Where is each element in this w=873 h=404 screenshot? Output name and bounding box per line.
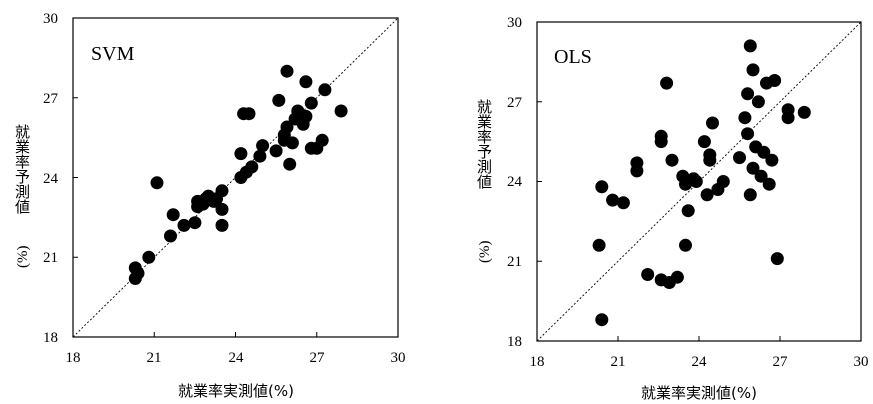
data-point <box>754 169 768 183</box>
x-axis-label: 就業率実測値(%) <box>178 382 294 400</box>
data-point <box>142 250 156 264</box>
data-point <box>765 153 779 167</box>
y-tick-label: 30 <box>43 11 58 27</box>
data-point <box>689 175 703 188</box>
data-points <box>128 64 348 285</box>
data-point <box>738 111 752 125</box>
chart-title: SVM <box>91 43 135 65</box>
data-point <box>770 252 784 266</box>
y-tick-label: 30 <box>507 15 522 31</box>
data-point <box>654 135 668 149</box>
data-point <box>630 164 644 178</box>
data-point <box>177 218 191 232</box>
data-point <box>768 74 782 87</box>
x-tick-label: 27 <box>773 354 789 370</box>
x-tick-label: 30 <box>391 350 406 366</box>
data-point <box>285 136 299 150</box>
axis-ticks <box>72 17 399 338</box>
data-point <box>733 151 746 165</box>
data-point <box>592 238 606 252</box>
y-tick-label: 21 <box>507 254 522 270</box>
ols-scatter-panel: OLS 18 21 24 27 30 18 21 24 27 30 就業率実測値… <box>475 15 869 402</box>
data-points <box>592 39 811 327</box>
data-point <box>304 96 318 110</box>
data-point <box>253 149 267 163</box>
x-tick-label: 24 <box>229 350 245 366</box>
y-axis-label: 就業率予測値 <box>13 124 31 214</box>
data-point <box>215 202 229 216</box>
y-tick-label: 27 <box>43 91 59 107</box>
data-point <box>299 75 313 89</box>
x-tick-label: 21 <box>147 350 162 366</box>
data-point <box>757 145 771 159</box>
data-point <box>746 161 760 175</box>
y-tick-label: 18 <box>43 330 58 346</box>
x-tick-label: 30 <box>854 354 869 370</box>
data-point <box>595 313 609 327</box>
svm-scatter-panel: SVM 18 21 24 27 30 18 21 24 27 30 就業率実測値… <box>13 11 406 400</box>
data-point <box>242 107 256 121</box>
data-point <box>681 204 695 218</box>
y-axis-label: 就業率予測値 <box>475 99 493 189</box>
data-point <box>164 229 177 243</box>
data-point <box>660 76 674 90</box>
data-point <box>741 87 755 101</box>
data-point <box>299 109 313 123</box>
data-point <box>269 144 283 158</box>
data-point <box>188 216 202 230</box>
data-point <box>595 180 609 194</box>
y-axis-unit: (%) <box>15 246 31 269</box>
data-point <box>280 64 294 78</box>
data-point <box>700 188 714 202</box>
x-tick-label: 18 <box>530 354 545 370</box>
y-tick-label: 18 <box>507 334 522 350</box>
data-point <box>743 188 757 202</box>
chart-title: OLS <box>554 46 592 68</box>
data-point <box>751 95 765 109</box>
data-point <box>741 127 755 141</box>
y-tick-label: 24 <box>507 174 523 190</box>
axis-ticks <box>536 21 862 342</box>
data-point <box>665 153 679 167</box>
data-point <box>283 157 297 171</box>
data-point <box>280 120 294 134</box>
data-point <box>679 238 692 252</box>
data-point <box>716 175 730 188</box>
x-tick-label: 24 <box>692 354 708 370</box>
data-point <box>166 208 180 222</box>
data-point <box>781 111 795 125</box>
y-tick-label: 21 <box>43 250 58 266</box>
data-point <box>670 270 684 284</box>
data-point <box>762 177 776 191</box>
data-point <box>334 104 348 118</box>
data-point <box>616 196 630 210</box>
data-point <box>128 261 142 275</box>
data-point <box>743 39 757 53</box>
y-tick-label: 27 <box>507 95 523 111</box>
data-point <box>256 139 270 153</box>
data-point <box>706 116 719 130</box>
x-tick-label: 27 <box>310 350 326 366</box>
data-point <box>797 105 811 119</box>
x-tick-label: 21 <box>611 354 626 370</box>
x-tick-label: 18 <box>66 350 81 366</box>
data-point <box>234 147 248 161</box>
data-point <box>150 176 164 190</box>
data-point <box>215 184 229 198</box>
data-point <box>315 133 329 147</box>
data-point <box>703 153 717 167</box>
y-axis-unit: (%) <box>477 241 493 264</box>
data-point <box>606 193 620 207</box>
data-point <box>641 268 655 281</box>
x-axis-label: 就業率実測値(%) <box>641 384 757 402</box>
data-point <box>746 63 760 77</box>
data-point <box>318 83 332 97</box>
data-point <box>245 160 259 174</box>
data-point <box>697 135 711 149</box>
data-point <box>272 93 286 107</box>
y-tick-label: 24 <box>43 171 59 187</box>
data-point <box>215 218 229 232</box>
